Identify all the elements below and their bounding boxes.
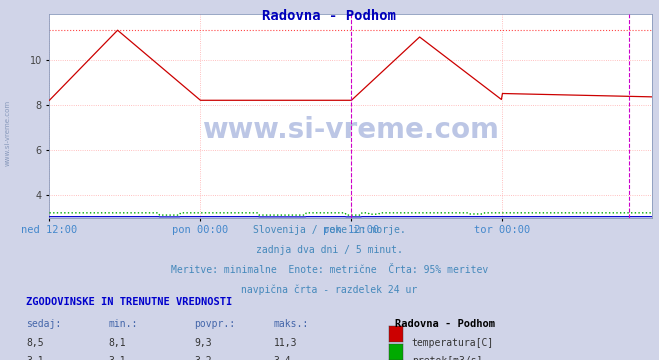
Text: sedaj:: sedaj: [26,319,61,329]
Text: pretok[m3/s]: pretok[m3/s] [412,356,482,360]
Text: Slovenija / reke in morje.: Slovenija / reke in morje. [253,225,406,235]
Text: 9,3: 9,3 [194,338,212,348]
Text: Radovna - Podhom: Radovna - Podhom [262,9,397,23]
Text: ZGODOVINSKE IN TRENUTNE VREDNOSTI: ZGODOVINSKE IN TRENUTNE VREDNOSTI [26,297,233,307]
Text: 11,3: 11,3 [273,338,297,348]
Text: Meritve: minimalne  Enote: metrične  Črta: 95% meritev: Meritve: minimalne Enote: metrične Črta:… [171,265,488,275]
Text: navpična črta - razdelek 24 ur: navpična črta - razdelek 24 ur [241,284,418,295]
Text: maks.:: maks.: [273,319,308,329]
Text: 8,5: 8,5 [26,338,44,348]
Text: min.:: min.: [109,319,138,329]
Text: 3,1: 3,1 [109,356,127,360]
Text: 3,2: 3,2 [194,356,212,360]
Text: zadnja dva dni / 5 minut.: zadnja dva dni / 5 minut. [256,245,403,255]
Text: povpr.:: povpr.: [194,319,235,329]
Text: 3,4: 3,4 [273,356,291,360]
Text: 8,1: 8,1 [109,338,127,348]
Text: www.si-vreme.com: www.si-vreme.com [5,100,11,166]
Text: Radovna - Podhom: Radovna - Podhom [395,319,496,329]
Text: www.si-vreme.com: www.si-vreme.com [202,116,500,144]
Text: temperatura[C]: temperatura[C] [412,338,494,348]
Text: 3,1: 3,1 [26,356,44,360]
